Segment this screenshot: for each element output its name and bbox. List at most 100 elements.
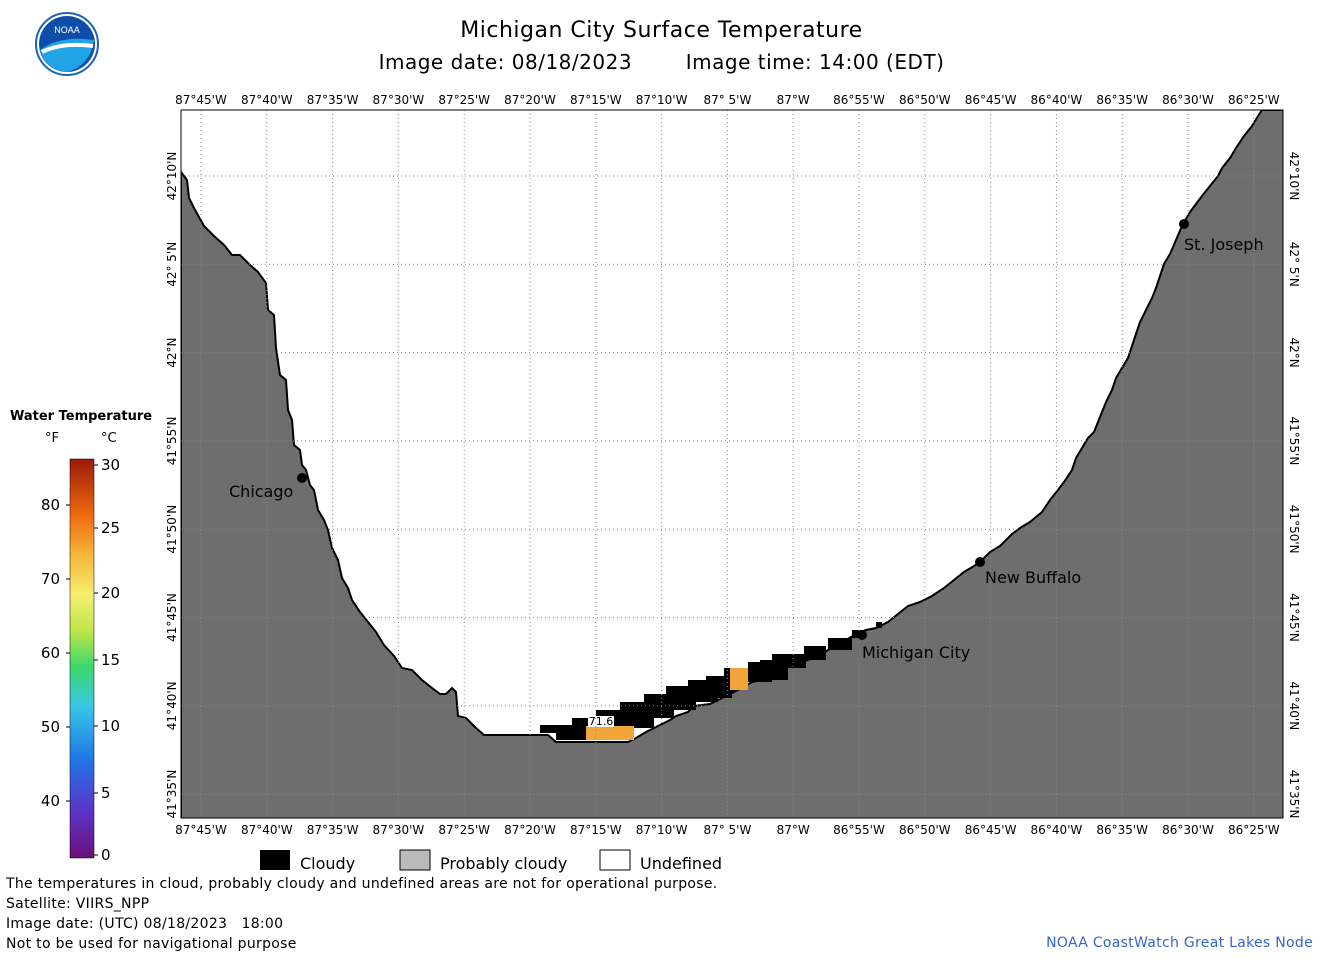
temp-label: 71.6: [589, 715, 614, 728]
map-border: [180, 109, 1284, 819]
legend-c-tick-label: 20: [101, 584, 120, 602]
lon-label: 86°55'W: [833, 823, 885, 837]
lat-label: 42°10'N: [165, 152, 179, 201]
lon-label: 87°40'W: [241, 823, 293, 837]
image-datetime: Image date: 08/18/2023 Image time: 14:00…: [0, 50, 1323, 74]
lon-label: 87°45'W: [175, 823, 227, 837]
key-cloudy-label: Cloudy: [300, 854, 355, 873]
city-label: New Buffalo: [985, 568, 1081, 587]
lon-label: 86°50'W: [899, 823, 951, 837]
lon-label: 87°40'W: [241, 93, 293, 107]
lat-label: 42°10'N: [1287, 152, 1301, 201]
lon-label: 86°35'W: [1096, 93, 1148, 107]
lon-label: 87°30'W: [373, 93, 425, 107]
lat-label: 42°N: [165, 337, 179, 367]
lat-labels-left: 42°10'N 42° 5'N 42°N 41°55'N 41°50'N 41°45'N 4…: [165, 152, 179, 819]
utc-date-note: Image date: (UTC) 08/18/2023 18:00: [6, 916, 284, 932]
lon-label: 86°55'W: [833, 93, 885, 107]
city-michigan-city: Michigan City: [857, 630, 970, 662]
lat-label: 41°50'N: [165, 505, 179, 554]
lon-label: 87°W: [777, 823, 810, 837]
lon-label: 87°45'W: [175, 93, 227, 107]
satellite-note: Satellite: VIIRS_NPP: [6, 896, 150, 912]
lon-label: 86°25'W: [1228, 823, 1280, 837]
legend-f-tick-label: 80: [41, 496, 60, 514]
cloud-mask: [540, 622, 882, 740]
temp-label-box: [588, 716, 614, 727]
disclaimer-note: The temperatures in cloud, probably clou…: [6, 876, 718, 892]
lon-label: 86°30'W: [1162, 93, 1214, 107]
lon-label: 86°45'W: [965, 823, 1017, 837]
legend-f-tick-label: 60: [41, 644, 60, 662]
legend-f-tick-label: 40: [41, 792, 60, 810]
lon-label: 87°10'W: [636, 93, 688, 107]
lon-label: 87°W: [777, 93, 810, 107]
city-label: Chicago: [229, 482, 293, 501]
legend-c-tick-label: 25: [101, 519, 120, 537]
lon-label: 86°50'W: [899, 93, 951, 107]
lat-labels-right: 42°10'N 42° 5'N 42°N 41°55'N 41°50'N 41°45'N 4…: [1287, 152, 1301, 819]
lat-label: 41°55'N: [1287, 416, 1301, 465]
lat-label: 41°40'N: [1287, 681, 1301, 730]
key-probably-cloudy-label: Probably cloudy: [440, 854, 567, 873]
legend-unit-c: °C: [101, 431, 117, 446]
noaa-logo: NOAA: [35, 12, 99, 76]
image-time: Image time: 14:00 (EDT): [685, 50, 945, 74]
lon-label: 87°10'W: [636, 823, 688, 837]
key-cloudy-swatch: [260, 850, 290, 870]
lon-label: 87°15'W: [570, 823, 622, 837]
key-undefined-label: Undefined: [640, 854, 722, 873]
lon-label: 87° 5'W: [703, 823, 751, 837]
lon-label: 86°30'W: [1162, 823, 1214, 837]
lat-label: 41°50'N: [1287, 505, 1301, 554]
city-new-buffalo: New Buffalo: [975, 557, 1081, 587]
lon-label: 86°40'W: [1031, 823, 1083, 837]
lat-label: 41°45'N: [1287, 593, 1301, 642]
city-label: Michigan City: [862, 643, 970, 662]
warm-water-pixels: [586, 668, 748, 740]
lon-labels-bottom: 87°45'W 87°40'W 87°35'W 87°30'W 87°25'W 87°20…: [175, 823, 1280, 837]
lon-label: 86°25'W: [1228, 93, 1280, 107]
lon-label: 86°35'W: [1096, 823, 1148, 837]
lon-label: 87°20'W: [504, 93, 556, 107]
lat-label: 41°55'N: [165, 416, 179, 465]
lat-label: 42°N: [1287, 337, 1301, 367]
legend-c-ticks: 30 25 20 15 10 5 0: [94, 456, 120, 864]
lon-label: 87°25'W: [438, 93, 490, 107]
lat-label: 41°45'N: [165, 593, 179, 642]
key-undefined-swatch: [599, 849, 631, 871]
lon-label: 87°15'W: [570, 93, 622, 107]
legend-c-tick-label: 5: [101, 784, 111, 802]
lon-labels-top: 87°45'W 87°40'W 87°35'W 87°30'W 87°25'W 87°20…: [175, 93, 1280, 107]
image-date: Image date: 08/18/2023: [378, 50, 633, 74]
lon-label: 87°35'W: [307, 823, 359, 837]
legend-c-tick-label: 15: [101, 651, 120, 669]
lon-label: 87°30'W: [373, 823, 425, 837]
legend-unit-f: °F: [45, 431, 59, 446]
city-st-joseph: St. Joseph: [1179, 219, 1264, 254]
lat-label: 42° 5'N: [165, 242, 179, 287]
legend-colorbar: [69, 458, 95, 859]
lon-label: 87°25'W: [438, 823, 490, 837]
lon-label: 87°35'W: [307, 93, 359, 107]
map-key: Cloudy Probably cloudy Undefined: [260, 849, 722, 873]
legend-f-tick-label: 70: [41, 570, 60, 588]
legend-title: Water Temperature: [10, 409, 152, 424]
lat-label: 41°35'N: [165, 770, 179, 819]
logo-text: NOAA: [54, 25, 80, 35]
lon-label: 86°40'W: [1031, 93, 1083, 107]
lon-label: 87°20'W: [504, 823, 556, 837]
lat-label: 41°40'N: [165, 681, 179, 730]
page-title: Michigan City Surface Temperature: [460, 18, 863, 43]
legend-f-tick-label: 50: [41, 718, 60, 736]
lat-label: 42° 5'N: [1287, 242, 1301, 287]
lon-label: 86°45'W: [965, 93, 1017, 107]
legend-f-ticks: 80 70 60 50 40: [41, 496, 70, 810]
city-label: St. Joseph: [1184, 235, 1264, 254]
city-chicago: Chicago: [229, 473, 307, 501]
credit-text: NOAA CoastWatch Great Lakes Node: [1046, 935, 1313, 951]
navigation-note: Not to be used for navigational purpose: [6, 936, 297, 952]
legend-c-tick-label: 10: [101, 717, 120, 735]
